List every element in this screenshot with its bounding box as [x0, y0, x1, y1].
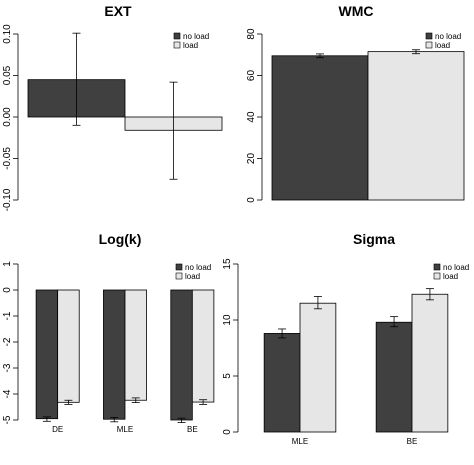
legend-swatch — [175, 272, 183, 280]
y-tick-label: 0 — [246, 197, 257, 203]
bar — [375, 321, 413, 433]
legend-label: no load — [183, 32, 209, 41]
x-tick-label: BE — [187, 425, 198, 434]
y-tick-label: 0 — [2, 287, 13, 293]
y-tick-label: 0 — [222, 429, 233, 435]
y-tick-label: 40 — [246, 111, 257, 123]
legend-label: no load — [435, 32, 461, 41]
bar — [57, 289, 80, 403]
legend-swatch — [175, 263, 183, 271]
y-tick-label: 60 — [246, 70, 257, 82]
y-tick-label: 0.05 — [2, 65, 13, 85]
y-tick-label: -2 — [2, 337, 13, 346]
legend-swatch — [173, 41, 181, 49]
legend-swatch — [425, 41, 433, 49]
legend-label: load — [443, 272, 458, 281]
y-tick-label: 80 — [246, 28, 257, 40]
x-tick-label: MLE — [117, 425, 133, 434]
y-tick-label: 5 — [222, 373, 233, 379]
bar — [299, 302, 337, 433]
bar — [367, 51, 465, 201]
legend-swatch — [433, 263, 441, 271]
bar — [124, 289, 147, 401]
chart-title: Log(k) — [99, 231, 142, 247]
x-tick-label: BE — [407, 437, 418, 446]
legend-label: no load — [185, 263, 211, 272]
y-tick-label: -1 — [2, 311, 13, 320]
y-tick-label: 10 — [222, 314, 233, 326]
bar — [35, 289, 59, 420]
y-tick-label: -0.05 — [2, 147, 13, 170]
y-tick-label: -3 — [2, 363, 13, 372]
y-tick-label: 20 — [246, 153, 257, 165]
x-tick-label: MLE — [292, 437, 308, 446]
chart-title: Sigma — [353, 231, 395, 247]
legend-swatch — [425, 32, 433, 40]
y-tick-label: -4 — [2, 389, 13, 398]
bar — [271, 55, 369, 201]
bar — [411, 293, 449, 433]
legend-label: load — [183, 41, 198, 50]
chart-title: WMC — [339, 3, 374, 19]
x-tick-label: DE — [52, 425, 63, 434]
legend-label: load — [185, 272, 200, 281]
legend-swatch — [173, 32, 181, 40]
chart-title: EXT — [104, 3, 132, 19]
y-tick-label: -5 — [2, 415, 13, 424]
bar — [170, 289, 193, 421]
y-tick-label: -0.10 — [2, 188, 13, 211]
legend-label: no load — [443, 263, 469, 272]
bar — [191, 289, 215, 403]
bar — [103, 289, 126, 420]
bar — [263, 333, 301, 433]
y-tick-label: 1 — [2, 261, 13, 267]
y-tick-label: 0.00 — [2, 107, 13, 127]
legend-label: load — [435, 41, 450, 50]
y-tick-label: 15 — [222, 258, 233, 270]
y-tick-label: 0.10 — [2, 24, 13, 44]
legend-swatch — [433, 272, 441, 280]
